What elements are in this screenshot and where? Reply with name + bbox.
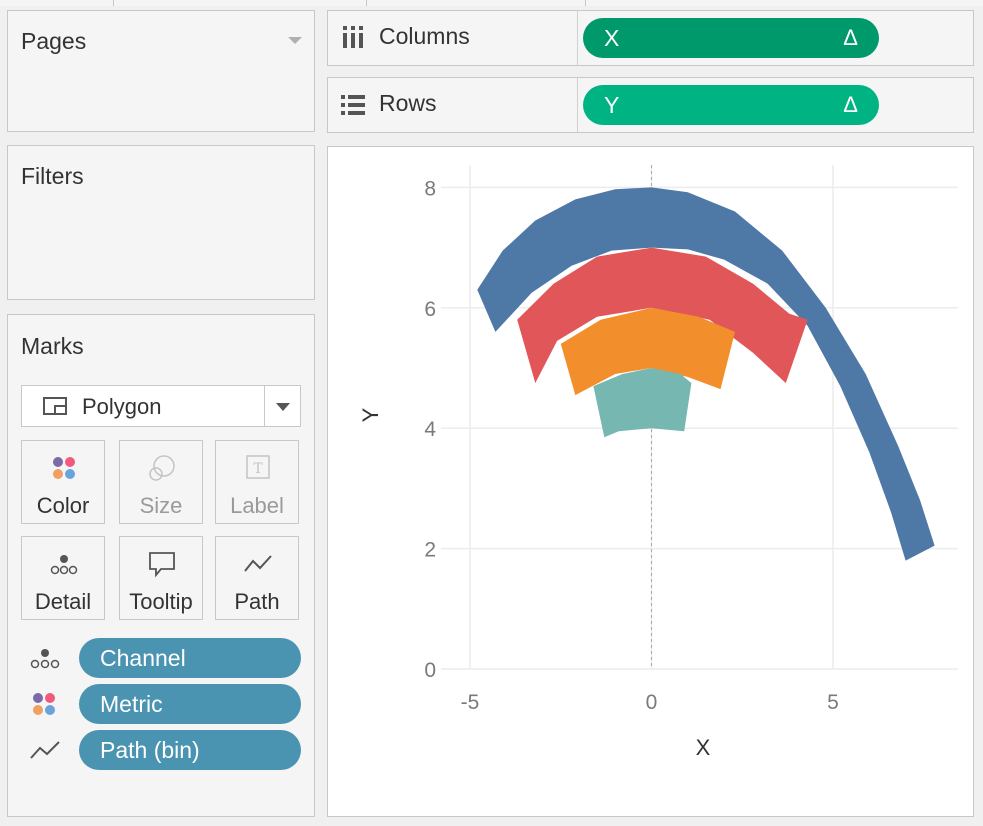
path-bin-pill[interactable]: Path (bin): [79, 730, 301, 770]
y-tick-label: 2: [424, 539, 436, 562]
size-card: Size: [119, 440, 203, 524]
columns-shelf[interactable]: Columns X Δ: [327, 10, 974, 66]
path-card[interactable]: Path: [215, 536, 299, 620]
svg-text:T: T: [253, 461, 263, 477]
filters-card[interactable]: Filters: [7, 145, 315, 300]
chart-view[interactable]: -5 0 5 0 2 4 6 8 X Y: [327, 146, 974, 817]
polygon-mark-icon: [43, 397, 67, 415]
y-pill-label: Y: [604, 92, 620, 118]
size-card-label: Size: [139, 493, 183, 518]
color-card[interactable]: Color: [21, 440, 105, 524]
marks-card: Marks Polygon Color Size T Label: [7, 314, 315, 817]
tooltip-card[interactable]: Tooltip: [119, 536, 203, 620]
y-tick-label: 4: [424, 418, 436, 441]
field-row-metric[interactable]: Metric: [29, 684, 302, 724]
pages-card[interactable]: Pages: [7, 10, 315, 132]
tooltip-icon: [149, 552, 175, 578]
y-tick-label: 0: [424, 659, 436, 682]
detail-card-label: Detail: [34, 589, 92, 614]
color-dots-icon: [33, 693, 55, 715]
rows-icon: [341, 95, 365, 115]
y-pill[interactable]: Y Δ: [583, 85, 879, 125]
channel-pill[interactable]: Channel: [79, 638, 301, 678]
y-tick-label: 6: [424, 298, 436, 321]
polygon-band-3: [593, 368, 692, 438]
rows-shelf[interactable]: Rows Y Δ: [327, 77, 974, 133]
color-card-label: Color: [36, 493, 90, 518]
field-row-path-bin[interactable]: Path (bin): [29, 730, 302, 770]
polygon-band-2: [560, 307, 735, 396]
detail-card[interactable]: Detail: [21, 536, 105, 620]
label-card-label: Label: [230, 493, 284, 518]
chart-svg: -5 0 5 0 2 4 6 8 X Y: [358, 165, 958, 760]
marks-title: Marks: [21, 333, 84, 359]
metric-pill[interactable]: Metric: [79, 684, 301, 724]
mark-type-label: Polygon: [82, 394, 162, 419]
label-card: T Label: [215, 440, 299, 524]
rows-label: Rows: [379, 90, 437, 116]
delta-icon: Δ: [843, 92, 858, 117]
pages-title: Pages: [21, 28, 87, 54]
delta-icon: Δ: [843, 25, 858, 50]
detail-icon: [50, 555, 78, 575]
filters-title: Filters: [21, 163, 84, 189]
polygon-band-1: [517, 247, 808, 384]
polygon-band-0: [477, 187, 935, 561]
x-tick-label: 5: [827, 691, 839, 714]
path-icon: [244, 555, 272, 572]
x-axis-title: X: [696, 735, 711, 760]
y-tick-label: 8: [424, 177, 436, 200]
detail-icon: [30, 649, 60, 669]
x-tick-label: 0: [646, 691, 658, 714]
top-strip: [0, 0, 983, 6]
columns-label: Columns: [379, 23, 470, 49]
x-pill[interactable]: X Δ: [583, 18, 879, 58]
path-icon: [30, 741, 60, 759]
field-row-channel[interactable]: Channel: [29, 638, 302, 678]
chevron-down-icon[interactable]: [276, 403, 290, 411]
pages-dropdown-arrow-icon[interactable]: [288, 37, 302, 44]
columns-icon: [343, 26, 363, 48]
label-icon: T: [246, 455, 270, 479]
mark-type-dropdown[interactable]: Polygon: [21, 385, 301, 427]
y-axis-title: Y: [358, 407, 383, 422]
path-card-label: Path: [234, 589, 280, 614]
x-tick-label: -5: [461, 691, 480, 714]
color-dots-icon: [53, 457, 75, 479]
size-icon: [149, 455, 175, 481]
tooltip-card-label: Tooltip: [129, 589, 193, 614]
x-pill-label: X: [604, 25, 620, 51]
